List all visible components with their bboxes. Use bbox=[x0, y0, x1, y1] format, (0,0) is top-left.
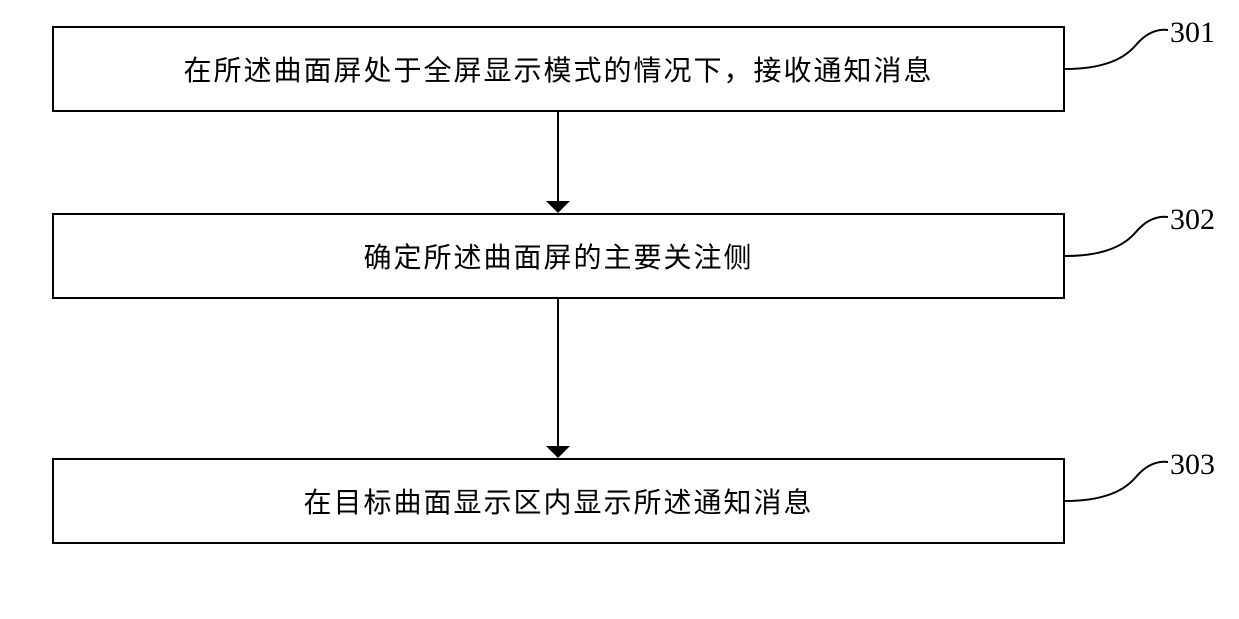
connector-301-302 bbox=[557, 112, 559, 201]
step-text-301: 在所述曲面屏处于全屏显示模式的情况下，接收通知消息 bbox=[183, 49, 933, 89]
arrow-head-301-302 bbox=[546, 201, 570, 213]
callout-303 bbox=[1065, 448, 1170, 508]
step-label-303: 303 bbox=[1170, 448, 1215, 482]
arrow-head-302-303 bbox=[546, 446, 570, 458]
step-box-302: 确定所述曲面屏的主要关注侧 bbox=[52, 213, 1065, 299]
step-box-303: 在目标曲面显示区内显示所述通知消息 bbox=[52, 458, 1065, 544]
flowchart-container: 在所述曲面屏处于全屏显示模式的情况下，接收通知消息 301 确定所述曲面屏的主要… bbox=[0, 0, 1239, 619]
callout-301 bbox=[1065, 16, 1170, 76]
callout-302 bbox=[1065, 203, 1170, 263]
step-label-302: 302 bbox=[1170, 203, 1215, 237]
step-label-301: 301 bbox=[1170, 16, 1215, 50]
step-text-302: 确定所述曲面屏的主要关注侧 bbox=[363, 236, 753, 276]
connector-302-303 bbox=[557, 299, 559, 446]
step-box-301: 在所述曲面屏处于全屏显示模式的情况下，接收通知消息 bbox=[52, 26, 1065, 112]
step-text-303: 在目标曲面显示区内显示所述通知消息 bbox=[303, 481, 813, 521]
